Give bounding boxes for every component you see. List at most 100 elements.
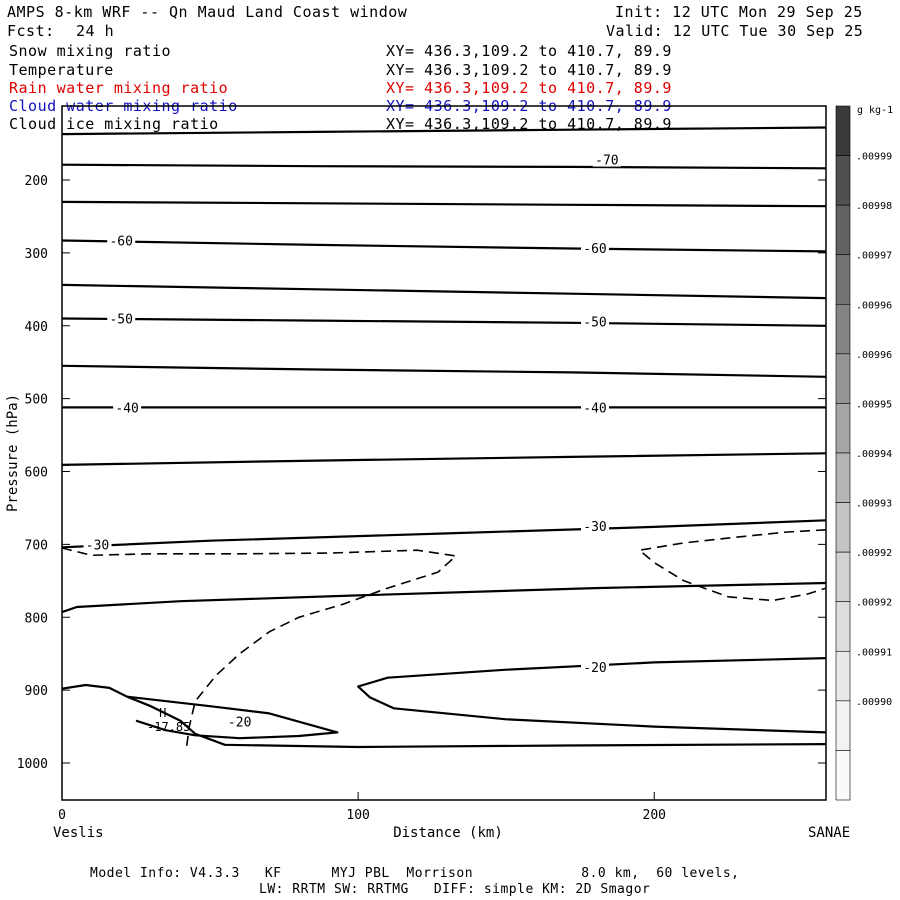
colorbar-label-3: .00996 [856,300,892,311]
high-marker-0: H [159,706,166,720]
colorbar-label-9: .00992 [856,598,892,609]
isotherm-label-tm20_left-bg [225,713,254,729]
isotherm-label-tm20_right-bg [581,658,610,674]
colorbar-swatch-9 [835,551,851,603]
colorbar-swatch-1 [835,155,851,206]
isotherm-label-tm30-bg [83,536,112,552]
isotherm-label2-tm30: -30 [583,520,606,535]
colorbar-label-1: .00998 [856,201,892,212]
colorbar-swatch-3 [835,254,851,305]
isotherm-label-tm60: -60 [109,234,132,249]
isotherm-label-tm50: -50 [109,312,132,327]
isotherm-tm35 [61,452,827,466]
isotherm-tm75 [61,126,827,136]
x-tick-label-0: 0 [58,808,66,823]
isotherm-label2-tm40-bg [581,399,610,415]
isotherm-tm20_left [61,683,827,749]
left-endpoint-label: Veslis [53,825,104,841]
high-value-0: -17.85 [147,720,190,734]
forecast-hours: 24 h [76,22,115,40]
model-info-line2: LW: RRTM SW: RRTMG DIFF: simple KM: 2D S… [259,882,651,897]
colorbar-swatch-7 [835,452,851,503]
isotherm-tm20_loop [126,695,339,740]
field-xy-rain: XY= 436.3,109.2 to 410.7, 89.9 [386,79,672,97]
colorbar-unit: g kg-1 [857,105,893,116]
isotherm-tm50 [61,317,827,327]
colorbar: .00999 .00998 .00997 .00996 .00996 .00995 .009… [835,105,892,801]
colorbar-label-10: .00991 [856,647,892,658]
isotherm-label-tm40-bg [113,399,142,415]
isotherm-label2-tm60: -60 [583,242,606,257]
colorbar-swatch-10 [835,601,851,652]
isotherm-label-tm50-bg [107,310,136,326]
isotherm-label-tm30: -30 [86,538,109,553]
colorbar-label-7: .00993 [856,499,892,510]
isotherm-tm25 [61,581,827,614]
valid-time: Valid: 12 UTC Tue 30 Sep 25 [606,22,864,40]
colorbar-label-5: .00995 [856,399,892,410]
y-tick-label-300: 300 [25,247,48,262]
init-time: Init: 12 UTC Mon 29 Sep 25 [615,3,863,21]
y-tick-label-900: 900 [25,684,48,699]
colorbar-swatch-11 [835,650,851,702]
forecast-label: Fcst: [7,22,55,40]
y-tick-label-800: 800 [25,611,48,626]
colorbar-swatch-4 [835,303,851,355]
y-tick-label-400: 400 [25,320,48,335]
isotherm-tm55 [61,283,827,300]
isotherm-label2-tm40: -40 [583,401,606,416]
x-tick-label-200: 200 [643,808,666,823]
colorbar-swatch-5 [835,353,851,404]
y-tick-label-700: 700 [25,538,48,553]
snow-contour-snow_right [637,529,827,602]
x-tick-label-100: 100 [346,808,369,823]
field-name-cloud-ice: Cloud ice mixing ratio [9,115,219,133]
field-xy-snow: XY= 436.3,109.2 to 410.7, 89.9 [386,42,672,60]
isotherm-tm45 [61,364,827,378]
isotherm-tm20_right [357,657,827,734]
colorbar-label-8: .00992 [856,548,892,559]
isotherm-label-tm40: -40 [115,401,138,416]
isotherm-tm30 [61,519,827,549]
chart-title: AMPS 8-km WRF -- Qn Maud Land Coast wind… [7,3,408,21]
colorbar-label-0: .00999 [856,152,892,163]
field-name-snow: Snow mixing ratio [9,42,172,60]
isotherm-label2-tm50-bg [581,313,610,329]
colorbar-swatch-0 [835,105,851,156]
colorbar-label-6: .00994 [856,449,892,460]
isotherm-label-tm70: -70 [595,154,618,169]
y-axis-label: Pressure (hPa) [5,394,21,512]
colorbar-label-4: .00996 [856,350,892,361]
colorbar-label-2: .00997 [856,251,892,262]
isotherm-tm60 [61,239,827,253]
model-info-line1: Model Info: V4.3.3 KF MYJ PBL Morrison 8… [90,866,740,881]
colorbar-swatch-13 [835,750,851,801]
y-tick-label-1000: 1000 [17,757,48,772]
colorbar-label-11: .00990 [856,697,892,708]
field-name-temperature: Temperature [9,61,114,79]
isotherm-tm70 [61,163,827,170]
y-tick-label-500: 500 [25,393,48,408]
colorbar-swatch-12 [835,700,851,751]
y-tick-label-200: 200 [25,174,48,189]
snow-contour-snow_left [61,547,458,749]
isotherm-tm65 [61,200,827,208]
field-xy-cloud-ice: XY= 436.3,109.2 to 410.7, 89.9 [386,115,672,133]
isotherm-label2-tm50: -50 [583,315,606,330]
isotherm-label-tm70-bg [592,151,621,167]
colorbar-swatch-8 [835,502,851,553]
colorbar-swatch-6 [835,403,851,454]
isotherm-label-tm60-bg [107,232,136,248]
y-tick-label-600: 600 [25,466,48,481]
right-endpoint-label: SANAE [808,825,850,841]
field-xy-temperature: XY= 436.3,109.2 to 410.7, 89.9 [386,61,672,79]
plot-frame [61,105,827,801]
isotherm-label2-tm30-bg [581,518,610,534]
field-name-rain: Rain water mixing ratio [9,79,229,97]
isotherm-label-tm20_left: -20 [228,715,251,730]
isotherm-label2-tm60-bg [581,239,610,255]
isotherm-label-tm20_right: -20 [583,661,606,676]
x-axis-label: Distance (km) [393,825,503,841]
colorbar-swatch-2 [835,204,851,256]
